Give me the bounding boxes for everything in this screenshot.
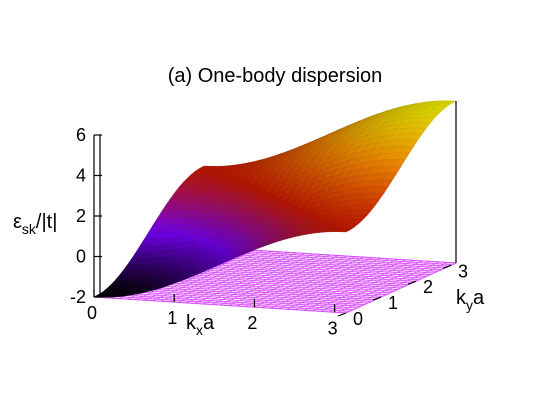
y-tick-mark	[407, 280, 417, 285]
y-tick-label: 0	[353, 309, 363, 329]
y-tick-mark	[337, 312, 347, 317]
surface-patch	[335, 229, 351, 233]
x-tick-label: 3	[328, 318, 338, 338]
z-axis-label-suffix: /|t|	[36, 211, 58, 233]
base-grid-line	[320, 261, 431, 312]
base-grid-line	[337, 262, 448, 313]
surface-patch	[103, 294, 118, 298]
z-tick-label: 6	[76, 125, 86, 145]
base-grid-line	[345, 262, 457, 314]
x-axis-label: kxa	[186, 312, 215, 338]
x-tick-label: 2	[247, 313, 257, 333]
x-axis-label-subscript: x	[196, 322, 203, 338]
z-tick-label: -2	[70, 287, 86, 307]
y-axis-label-suffix: a	[473, 287, 485, 309]
y-tick-label: 3	[458, 261, 468, 281]
x-axis-label-main: k	[186, 312, 197, 334]
y-tick-label: 2	[423, 277, 433, 297]
surface-mesh	[93, 100, 457, 298]
z-axis-label: εsk/|t|	[13, 211, 57, 237]
y-tick-label: 1	[388, 293, 398, 313]
y-tick-mark	[442, 264, 452, 269]
z-tick-label: 4	[76, 166, 86, 186]
chart-title: (a) One-body dispersion	[168, 65, 383, 87]
base-grid-line	[329, 261, 440, 313]
x-axis-label-suffix: a	[203, 312, 215, 334]
x-tick-label: 1	[167, 308, 177, 328]
z-tick-label: 0	[76, 247, 86, 267]
y-axis-label-subscript: y	[466, 297, 473, 313]
x-tick-label: 0	[87, 303, 97, 323]
base-grid-line	[312, 260, 423, 312]
y-axis-label: kya	[456, 287, 485, 313]
y-axis-label-main: k	[456, 287, 467, 309]
z-axis-label-main: ε	[13, 211, 22, 233]
z-tick-label: 2	[76, 206, 86, 226]
z-axis-label-subscript: sk	[22, 221, 37, 237]
y-tick-mark	[372, 296, 382, 301]
